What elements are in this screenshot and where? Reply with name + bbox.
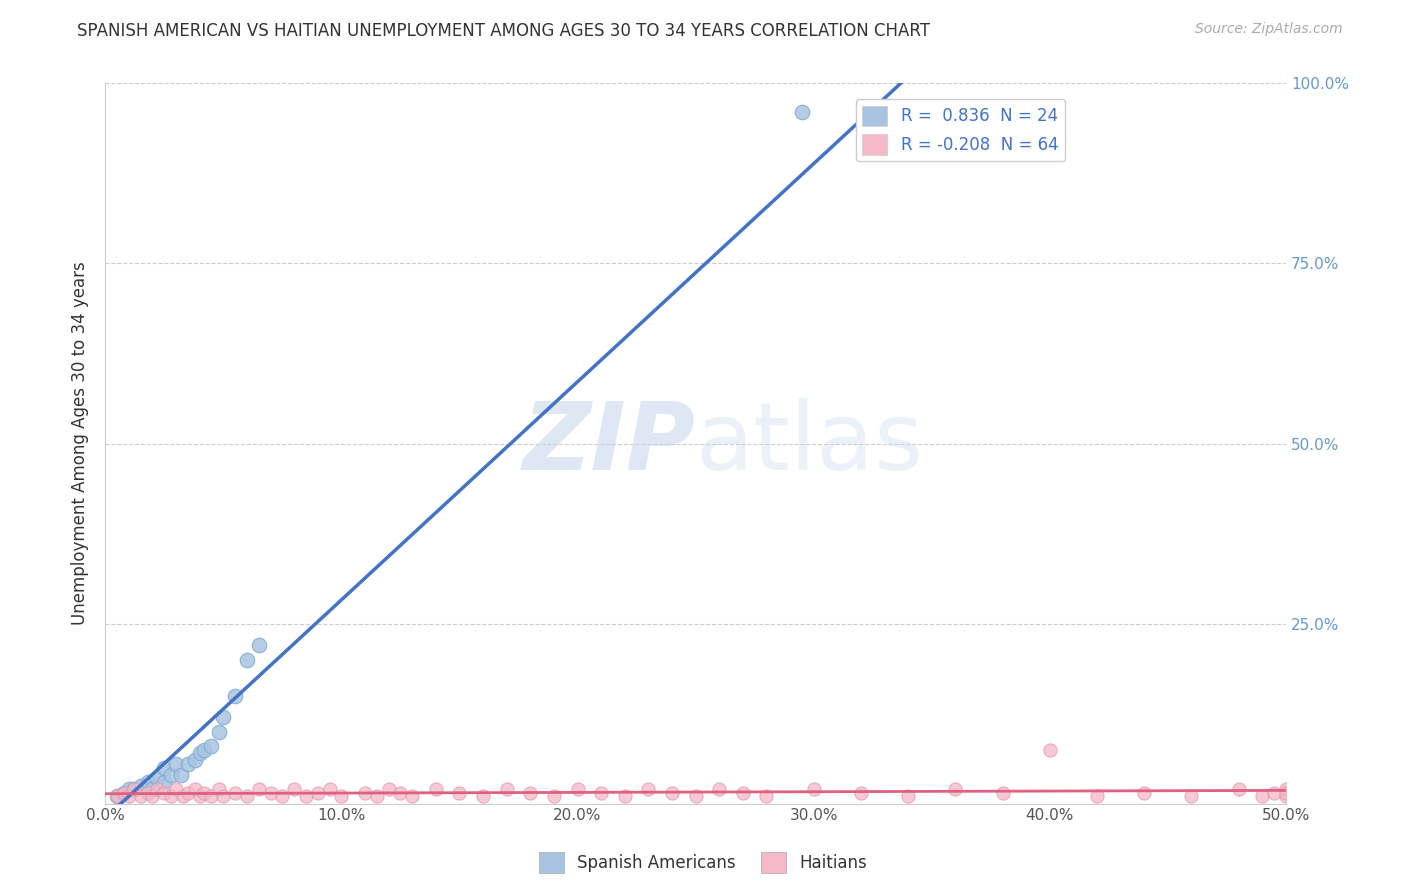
Y-axis label: Unemployment Among Ages 30 to 34 years: Unemployment Among Ages 30 to 34 years [72,261,89,625]
Point [1251,789,1274,804]
Text: ZIP: ZIP [523,398,696,490]
Point [1085,789,1108,804]
Point [170,768,193,782]
Point [122,782,145,797]
Point [259,786,281,800]
Point [184,753,207,767]
Point [177,757,200,772]
Point [129,789,152,804]
Point [136,786,159,800]
Text: atlas: atlas [696,398,924,490]
Point [661,786,683,800]
Point [193,786,215,800]
Point [160,789,183,804]
Point [200,789,222,804]
Point [146,782,169,797]
Legend: R =  0.836  N = 24, R = -0.208  N = 64: R = 0.836 N = 24, R = -0.208 N = 64 [856,99,1066,161]
Point [637,782,659,797]
Point [755,789,778,804]
Point [224,786,246,800]
Point [991,786,1014,800]
Point [849,786,872,800]
Point [613,789,636,804]
Point [105,789,128,804]
Point [105,789,128,804]
Point [188,746,211,760]
Point [495,782,517,797]
Point [184,782,207,797]
Point [295,789,318,804]
Point [354,786,377,800]
Point [271,789,294,804]
Point [212,710,235,724]
Point [543,789,565,804]
Point [165,782,187,797]
Point [112,786,135,800]
Point [177,786,200,800]
Point [1227,782,1250,797]
Point [207,782,229,797]
Point [112,786,135,800]
Point [897,789,920,804]
Point [141,782,163,797]
Point [1275,789,1298,804]
Point [591,786,613,800]
Point [330,789,353,804]
Point [472,789,495,804]
Point [247,782,270,797]
Point [307,786,329,800]
Point [200,739,222,753]
Point [389,786,412,800]
Point [188,789,211,804]
Point [172,789,194,804]
Point [283,782,305,797]
Point [1039,742,1062,756]
Point [136,775,159,789]
Text: Source: ZipAtlas.com: Source: ZipAtlas.com [1195,22,1343,37]
Point [118,782,141,797]
Point [377,782,399,797]
Point [129,779,152,793]
Point [236,789,259,804]
Point [153,775,176,789]
Point [153,761,176,775]
Point [731,786,754,800]
Point [685,789,707,804]
Point [207,724,229,739]
Point [1263,786,1285,800]
Point [519,786,541,800]
Point [224,689,246,703]
Point [146,772,169,786]
Point [567,782,589,797]
Point [1275,786,1298,800]
Point [193,742,215,756]
Point [401,789,423,804]
Point [1275,782,1298,797]
Text: SPANISH AMERICAN VS HAITIAN UNEMPLOYMENT AMONG AGES 30 TO 34 YEARS CORRELATION C: SPANISH AMERICAN VS HAITIAN UNEMPLOYMENT… [77,22,931,40]
Legend: Spanish Americans, Haitians: Spanish Americans, Haitians [533,846,873,880]
Point [247,638,270,652]
Point [449,786,471,800]
Point [425,782,447,797]
Point [318,782,340,797]
Point [141,789,163,804]
Point [122,782,145,797]
Point [236,652,259,666]
Point [1133,786,1156,800]
Point [709,782,731,797]
Point [153,786,176,800]
Point [366,789,388,804]
Point [118,789,141,804]
Point [790,105,813,120]
Point [165,757,187,772]
Point [803,782,825,797]
Point [943,782,966,797]
Point [212,789,235,804]
Point [160,768,183,782]
Point [1180,789,1202,804]
